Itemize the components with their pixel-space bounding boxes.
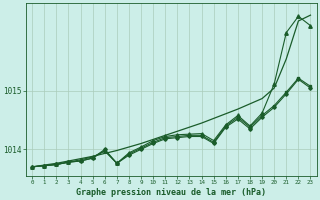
X-axis label: Graphe pression niveau de la mer (hPa): Graphe pression niveau de la mer (hPa) bbox=[76, 188, 266, 197]
